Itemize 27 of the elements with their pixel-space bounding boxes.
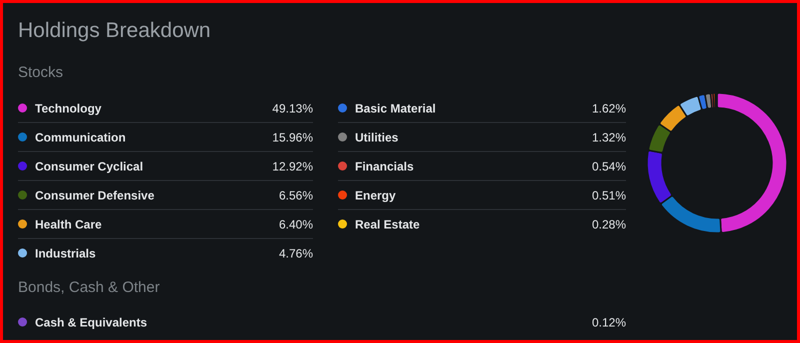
legend-label: Consumer Defensive bbox=[35, 188, 155, 202]
data-label: 1.32% bbox=[592, 130, 626, 144]
legend-label: Technology bbox=[35, 102, 102, 116]
data-label: 0.51% bbox=[592, 188, 626, 202]
legend-label: Cash & Equivalents bbox=[35, 316, 148, 330]
data-label: 0.12% bbox=[592, 316, 626, 330]
text: Bonds, Cash & Other bbox=[18, 279, 160, 296]
data-label: 4.76% bbox=[278, 246, 314, 260]
data-label: 0.28% bbox=[592, 218, 626, 232]
legend-label: Financials bbox=[355, 160, 414, 174]
legend-label: Real Estate bbox=[355, 218, 420, 232]
legend-label: Health Care bbox=[35, 218, 102, 232]
legend-label: Utilities bbox=[355, 130, 399, 144]
data-label: 15.96% bbox=[272, 130, 314, 144]
legend-label: Communication bbox=[35, 130, 126, 144]
text: Stocks bbox=[18, 64, 64, 81]
data-label: 1.62% bbox=[592, 102, 626, 116]
data-label: 0.54% bbox=[592, 160, 626, 174]
legend-label: Industrials bbox=[35, 246, 96, 260]
data-label: 49.13% bbox=[272, 102, 314, 116]
legend-label: Energy bbox=[355, 188, 396, 202]
data-label: 6.56% bbox=[278, 188, 314, 202]
chart-title: Holdings Breakdown bbox=[18, 19, 211, 42]
legend-label: Consumer Cyclical bbox=[35, 160, 144, 174]
legend-label: Basic Material bbox=[355, 102, 436, 116]
data-label: 6.40% bbox=[278, 218, 314, 232]
data-label: 12.92% bbox=[272, 160, 314, 174]
